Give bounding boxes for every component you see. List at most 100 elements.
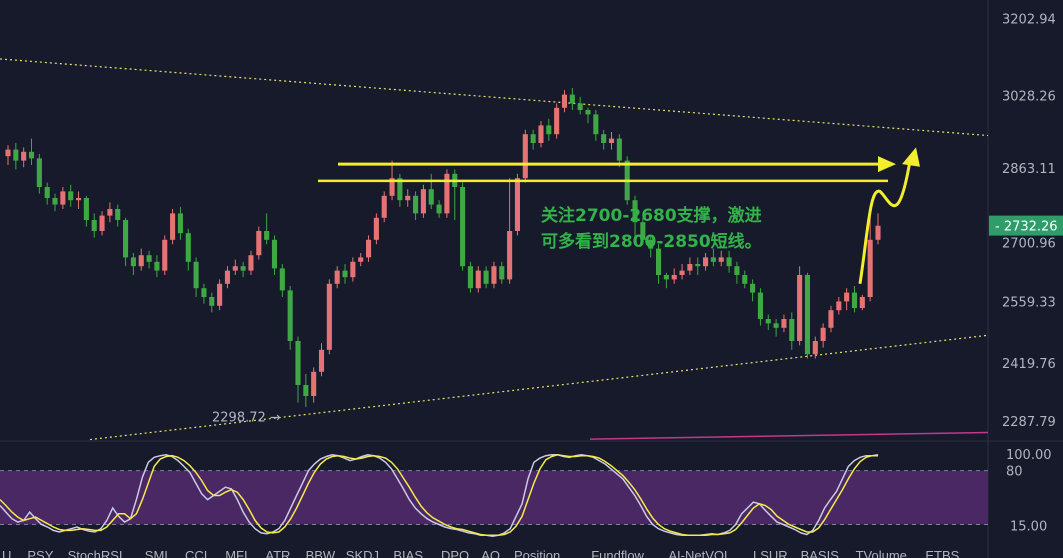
indicator-tab[interactable]: PSY: [27, 548, 53, 558]
candle-body: [444, 173, 450, 214]
candle-body: [217, 283, 223, 306]
indicator-tab[interactable]: Position: [514, 548, 560, 558]
candle-body: [107, 209, 113, 216]
candle-body: [507, 231, 513, 280]
candle-body: [687, 264, 693, 271]
indicator-tab[interactable]: AI-NetVOL: [668, 548, 731, 558]
indicator-tab[interactable]: CCI: [185, 548, 207, 558]
candle-body: [561, 94, 568, 108]
candle-body: [648, 239, 654, 249]
candle-body: [538, 125, 544, 143]
candles: [5, 88, 881, 407]
candle-body: [358, 257, 364, 262]
candle-body: [326, 283, 332, 350]
candle-body: [334, 270, 340, 284]
candle-body: [640, 222, 646, 240]
candle-body: [828, 310, 834, 328]
stochrsi-tick-15: 15.00: [1010, 520, 1047, 535]
candle-body: [742, 275, 748, 284]
candle-body: [577, 103, 583, 110]
forecast-curve: [858, 160, 912, 285]
indicator-tab[interactable]: MFI: [225, 548, 247, 558]
candle-body: [201, 288, 207, 297]
candle-body: [91, 220, 97, 231]
candle-body: [342, 270, 348, 278]
candle-body: [28, 151, 35, 159]
main-pane-bg: [0, 0, 988, 440]
indicator-tab[interactable]: BBW: [306, 548, 336, 558]
indicator-tab[interactable]: ATR: [265, 548, 290, 558]
candle-body: [554, 107, 560, 135]
candle-body: [146, 255, 152, 262]
indicator-tab[interactable]: BIAS: [393, 548, 423, 558]
indicator-tab[interactable]: SKDJ: [346, 548, 379, 558]
moving-average-line: [589, 431, 989, 440]
candle-body: [193, 261, 199, 289]
candle-body: [44, 187, 50, 198]
candle-body: [185, 233, 191, 262]
candle-body: [36, 158, 42, 187]
candle-body: [397, 178, 403, 201]
candle-body: [75, 198, 82, 201]
candle-body: [177, 213, 183, 234]
candle-body: [295, 341, 301, 385]
annotation-text-line2: 可多看到2800-2850短线。: [541, 231, 762, 252]
indicator-tab[interactable]: LSUR: [753, 548, 788, 558]
annotation-text-line1: 关注2700-2680支撑，激进: [541, 205, 762, 226]
indicator-tab[interactable]: StochRSI: [68, 548, 123, 558]
candle-body: [467, 266, 473, 289]
price-tick-label: 3028.26: [1002, 89, 1056, 104]
candle-body: [726, 257, 732, 267]
candle-body: [530, 134, 536, 143]
candle-body: [491, 266, 497, 284]
indicator-tab[interactable]: DPO: [441, 548, 469, 558]
candle-body: [804, 275, 811, 355]
stochrsi-k-line: [0, 454, 879, 537]
candle-body: [303, 385, 309, 396]
candle-body: [475, 270, 481, 289]
candle-body: [350, 261, 356, 278]
candle-body: [734, 266, 740, 275]
trendlines: [0, 58, 989, 441]
candle-body: [844, 292, 850, 302]
candle-body: [5, 149, 11, 157]
indicator-tab[interactable]: U: [2, 548, 11, 558]
candle-body: [405, 195, 411, 201]
candle-body: [797, 275, 803, 341]
price-axis: 3202.94 3028.26 2863.11 2559.33 2419.76 2287.…: [989, 13, 1063, 430]
candle-body: [209, 297, 215, 306]
price-tick-label: 2419.76: [1002, 357, 1056, 372]
forecast-arrow-head: [902, 147, 920, 167]
candle-body: [718, 257, 724, 262]
price-tick-label: 2863.11: [1002, 162, 1056, 177]
candle-body: [271, 239, 278, 269]
candle-body: [318, 349, 325, 372]
indicator-tab[interactable]: TVolume: [856, 548, 907, 558]
arrow-head: [878, 156, 896, 173]
candle-body: [616, 138, 622, 161]
candle-body: [663, 275, 669, 280]
candle-body: [115, 209, 121, 220]
candle-body: [248, 255, 254, 271]
candle-body: [68, 191, 74, 201]
candle-body: [428, 189, 434, 205]
candle-body: [232, 266, 238, 271]
candle-body: [546, 125, 552, 135]
indicator-tab[interactable]: ETBS: [925, 548, 959, 558]
indicator-tab[interactable]: BASIS: [801, 548, 840, 558]
candle-body: [224, 270, 231, 284]
price-tick-label: 2559.33: [1002, 296, 1056, 311]
candle-body: [60, 191, 66, 205]
indicator-tab[interactable]: AO: [481, 548, 500, 558]
indicator-tab[interactable]: Fundflow: [591, 548, 644, 558]
candle-body: [83, 198, 89, 220]
last-price-badge: [989, 215, 1063, 236]
candle-body: [867, 239, 873, 297]
candle-body: [757, 292, 763, 319]
indicator-tab[interactable]: SMI: [145, 548, 168, 558]
candle-body: [311, 371, 317, 396]
candle-body: [240, 266, 246, 271]
